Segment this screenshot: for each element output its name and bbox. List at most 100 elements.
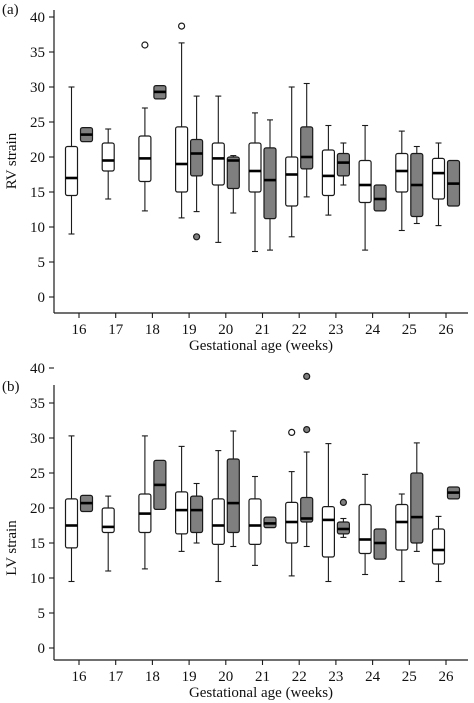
box-body xyxy=(321,149,335,197)
panel-a-box-week-16-group-2 xyxy=(79,126,94,143)
box-body xyxy=(248,498,262,545)
box-body xyxy=(300,126,314,170)
panel-b-y-axis-title: LV strain xyxy=(4,520,20,576)
panel-a-box-week-23-group-1 xyxy=(321,124,335,216)
panel-a-box-week-21-group-1 xyxy=(248,112,262,253)
panel-b-y-tick-label: 35 xyxy=(30,396,45,412)
panel-b-x-tick-label: 24 xyxy=(365,669,381,685)
panel-a-label: (a) xyxy=(2,2,19,18)
panel-b-box-week-20-group-2 xyxy=(226,430,240,548)
panel-b-box-week-22-group-2 xyxy=(300,372,314,548)
panel-a-y-tick-label: 30 xyxy=(30,80,45,96)
panel-b-x-tick-label: 21 xyxy=(255,669,270,685)
panel-b-box-week-19-group-1 xyxy=(175,445,189,552)
panel-a-box-week-26-group-1 xyxy=(431,142,446,227)
panel-b-box-week-20-group-1 xyxy=(211,450,225,583)
panel-a-y-tick-label: 25 xyxy=(30,115,45,131)
panel-b-y-tick-label: 40 xyxy=(30,361,45,377)
panel-a-box-week-22-group-1 xyxy=(285,86,299,238)
box-body xyxy=(358,503,372,555)
panel-a-box-week-19-group-2 xyxy=(190,95,204,241)
panel-a-x-axis-title: Gestational age (weeks) xyxy=(189,338,333,354)
panel-b-box-week-26-group-1 xyxy=(431,515,446,583)
panel-b-plot-area: 0 5 10 15 20 25 30 35 40 16 17 18 19 20 21 22 23 24 25 26 xyxy=(30,361,468,685)
panel-a-box-week-20-group-1 xyxy=(211,95,225,243)
outlier-point xyxy=(178,22,186,30)
panel-b-label: (b) xyxy=(2,379,20,395)
panel-b-box-week-26-group-2 xyxy=(446,486,461,500)
panel-a: (a) RV strain Gestational age (weeks) 0 5… xyxy=(2,2,468,354)
panel-b-box-week-21-group-2 xyxy=(263,516,277,529)
panel-b-box-week-25-group-1 xyxy=(395,493,409,583)
box-body xyxy=(64,145,79,197)
panel-a-y-tick-label: 20 xyxy=(30,150,45,166)
panel-b: (b) LV strain Gestational age (weeks) 0 5… xyxy=(2,361,468,701)
box-body xyxy=(321,506,335,558)
panel-b-box-week-16-group-1 xyxy=(64,435,79,583)
panel-b-box-week-21-group-1 xyxy=(248,475,262,566)
box-body xyxy=(410,472,424,544)
box-body xyxy=(211,142,225,186)
panel-b-x-tick-label: 26 xyxy=(439,669,455,685)
box-body xyxy=(395,503,409,551)
box-body xyxy=(226,458,240,534)
box-body xyxy=(175,126,189,193)
panel-b-x-tick-label: 18 xyxy=(145,669,160,685)
box-body xyxy=(175,491,189,535)
panel-a-x-tick-label: 16 xyxy=(72,322,88,338)
panel-b-box-week-18-group-2 xyxy=(153,459,167,510)
panel-b-x-tick-label: 17 xyxy=(108,669,124,685)
panel-b-box-week-18-group-1 xyxy=(138,435,152,570)
outlier-point xyxy=(193,233,201,241)
panel-b-x-tick-label: 25 xyxy=(402,669,417,685)
box-body xyxy=(300,496,314,523)
box-body xyxy=(101,507,115,534)
panel-a-y-tick-label: 10 xyxy=(30,220,45,236)
panel-a-y-tick-label: 5 xyxy=(38,255,46,271)
panel-a-x-tick-label: 17 xyxy=(108,322,124,338)
box-body xyxy=(285,156,299,207)
panel-a-box-week-26-group-2 xyxy=(446,159,461,207)
panel-b-box-week-25-group-2 xyxy=(410,442,424,552)
panel-b-y-tick-label: 15 xyxy=(30,536,45,552)
panel-a-box-week-23-group-2 xyxy=(336,142,350,186)
box-body xyxy=(190,495,204,534)
box-body xyxy=(190,138,204,177)
panel-a-box-week-18-group-2 xyxy=(153,84,167,100)
box-body xyxy=(64,498,79,549)
panel-a-x-tick-label: 22 xyxy=(292,322,307,338)
panel-b-x-axis-title: Gestational age (weeks) xyxy=(189,685,333,701)
panel-a-box-week-19-group-1 xyxy=(175,22,189,219)
panel-b-box-week-16-group-2 xyxy=(79,494,94,513)
outlier-point xyxy=(141,41,149,49)
box-body xyxy=(431,157,446,200)
panel-a-x-tick-label: 20 xyxy=(218,322,233,338)
panel-a-y-axis-title: RV strain xyxy=(4,132,20,189)
panel-a-box-week-22-group-2 xyxy=(300,82,314,198)
box-body xyxy=(395,152,409,193)
outlier-point xyxy=(288,428,296,436)
panel-b-y-tick-label: 10 xyxy=(30,571,45,587)
panel-a-box-week-24-group-1 xyxy=(358,124,372,251)
panel-b-x-tick-label: 19 xyxy=(182,669,197,685)
outlier-point xyxy=(339,498,347,506)
panel-b-box-week-17-group-1 xyxy=(101,495,115,572)
panel-a-box-week-25-group-2 xyxy=(410,145,424,225)
box-body xyxy=(101,142,115,172)
panel-a-y-tick-label: 40 xyxy=(30,10,45,26)
panel-a-x-tick-label: 23 xyxy=(328,322,343,338)
panel-b-box-week-19-group-2 xyxy=(190,482,204,544)
panel-a-box-week-17-group-1 xyxy=(101,128,115,200)
panel-a-box-week-20-group-2 xyxy=(226,155,240,214)
panel-a-box-week-24-group-2 xyxy=(373,184,387,212)
outlier-point xyxy=(303,372,311,380)
panel-a-y-tick-label: 15 xyxy=(30,185,45,201)
panel-a-box-week-21-group-2 xyxy=(263,119,277,251)
panel-a-x-tick-label: 19 xyxy=(182,322,197,338)
panel-b-x-tick-label: 22 xyxy=(292,669,307,685)
box-body xyxy=(263,147,277,220)
panel-b-y-tick-label: 5 xyxy=(38,606,46,622)
panel-a-x-tick-label: 18 xyxy=(145,322,160,338)
panel-a-x-tick-label: 24 xyxy=(365,322,381,338)
